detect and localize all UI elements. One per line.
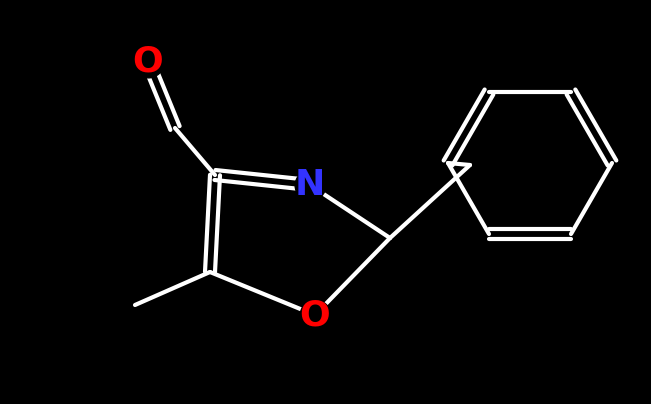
Text: O: O: [299, 298, 330, 332]
Text: O: O: [133, 45, 163, 79]
Text: N: N: [295, 168, 326, 202]
